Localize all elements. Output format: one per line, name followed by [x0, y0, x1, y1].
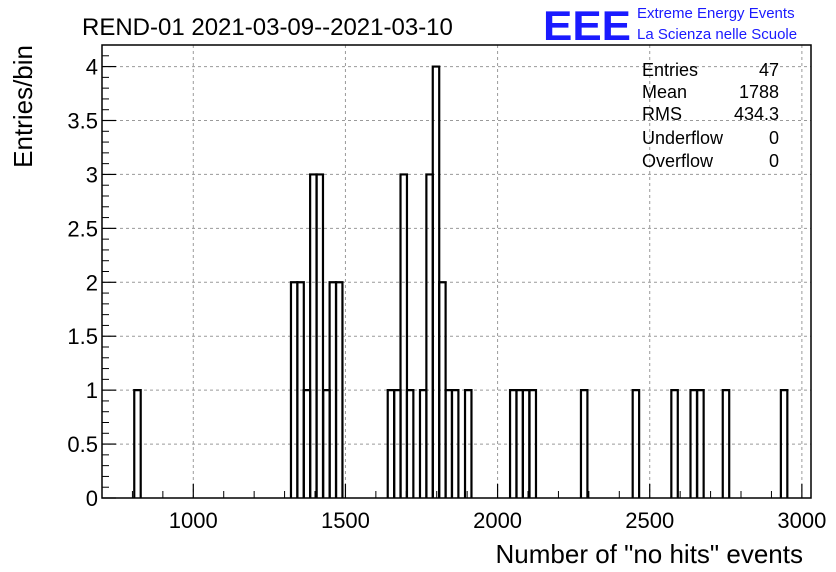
stats-mean-label: Mean: [642, 82, 687, 102]
y-tick-label: 1: [86, 378, 98, 403]
y-axis-label: Entries/bin: [8, 45, 38, 168]
histogram-bin: [696, 389, 705, 498]
x-tick-label: 1000: [169, 508, 218, 533]
stats-entries-label: Entries: [642, 60, 698, 80]
logo-line-2: La Scienza nelle Scuole: [637, 26, 797, 43]
stats-rms-value: 434.3: [734, 104, 779, 124]
histogram-bin: [721, 389, 731, 498]
logo-line-1: Extreme Energy Events: [637, 5, 795, 22]
y-tick-label: 4: [86, 55, 98, 80]
y-tick-label: 0.5: [67, 432, 98, 457]
histogram-bin: [450, 389, 460, 498]
histogram-bin: [463, 389, 473, 498]
histogram-bin: [670, 389, 679, 498]
x-axis-label: Number of "no hits" events: [496, 539, 804, 569]
y-tick-labels: 0 0.5 1 1.5 2 2.5 3 3.5 4: [67, 55, 98, 511]
histogram-bin: [133, 389, 142, 498]
y-tick-label: 3.5: [67, 109, 98, 134]
stats-mean-value: 1788: [739, 82, 779, 102]
x-tick-label: 1500: [321, 508, 370, 533]
stats-underflow-value: 0: [769, 128, 779, 148]
histogram-bin: [405, 389, 415, 498]
stats-entries-value: 47: [759, 60, 779, 80]
chart-title: REND-01 2021-03-09--2021-03-10: [82, 14, 453, 41]
stats-overflow-label: Overflow: [642, 151, 714, 171]
stats-rms-label: RMS: [642, 104, 682, 124]
histogram-bin: [779, 389, 789, 498]
y-tick-label: 2.5: [67, 216, 98, 241]
histogram-bin: [521, 389, 531, 498]
y-tick-label: 1.5: [67, 324, 98, 349]
histogram-bin: [399, 173, 409, 498]
axis-ticks: [102, 55, 803, 499]
histogram-bins: [133, 65, 789, 498]
x-tick-label: 2000: [473, 508, 522, 533]
histogram-bin: [689, 389, 699, 498]
eee-logo: EEE Extreme Energy Events La Scienza nel…: [543, 2, 797, 49]
stats-underflow-label: Underflow: [642, 128, 724, 148]
grid-lines: [102, 45, 811, 499]
histogram-bin: [579, 389, 589, 498]
y-tick-label: 2: [86, 270, 98, 295]
histogram-bin: [315, 173, 325, 498]
histogram-bin: [631, 389, 641, 498]
stats-box: Entries 47 Mean 1788 RMS 434.3 Underflow…: [642, 60, 779, 171]
x-tick-labels: 1000 1500 2000 2500 3000: [169, 508, 827, 533]
x-tick-label: 3000: [777, 508, 826, 533]
x-tick-label: 2500: [625, 508, 674, 533]
y-tick-label: 3: [86, 162, 98, 187]
eee-logo-mark: EEE: [543, 2, 631, 49]
histogram-bin: [528, 389, 538, 498]
y-tick-label: 0: [86, 486, 98, 511]
histogram-bin: [334, 281, 344, 498]
stats-overflow-value: 0: [769, 151, 779, 171]
